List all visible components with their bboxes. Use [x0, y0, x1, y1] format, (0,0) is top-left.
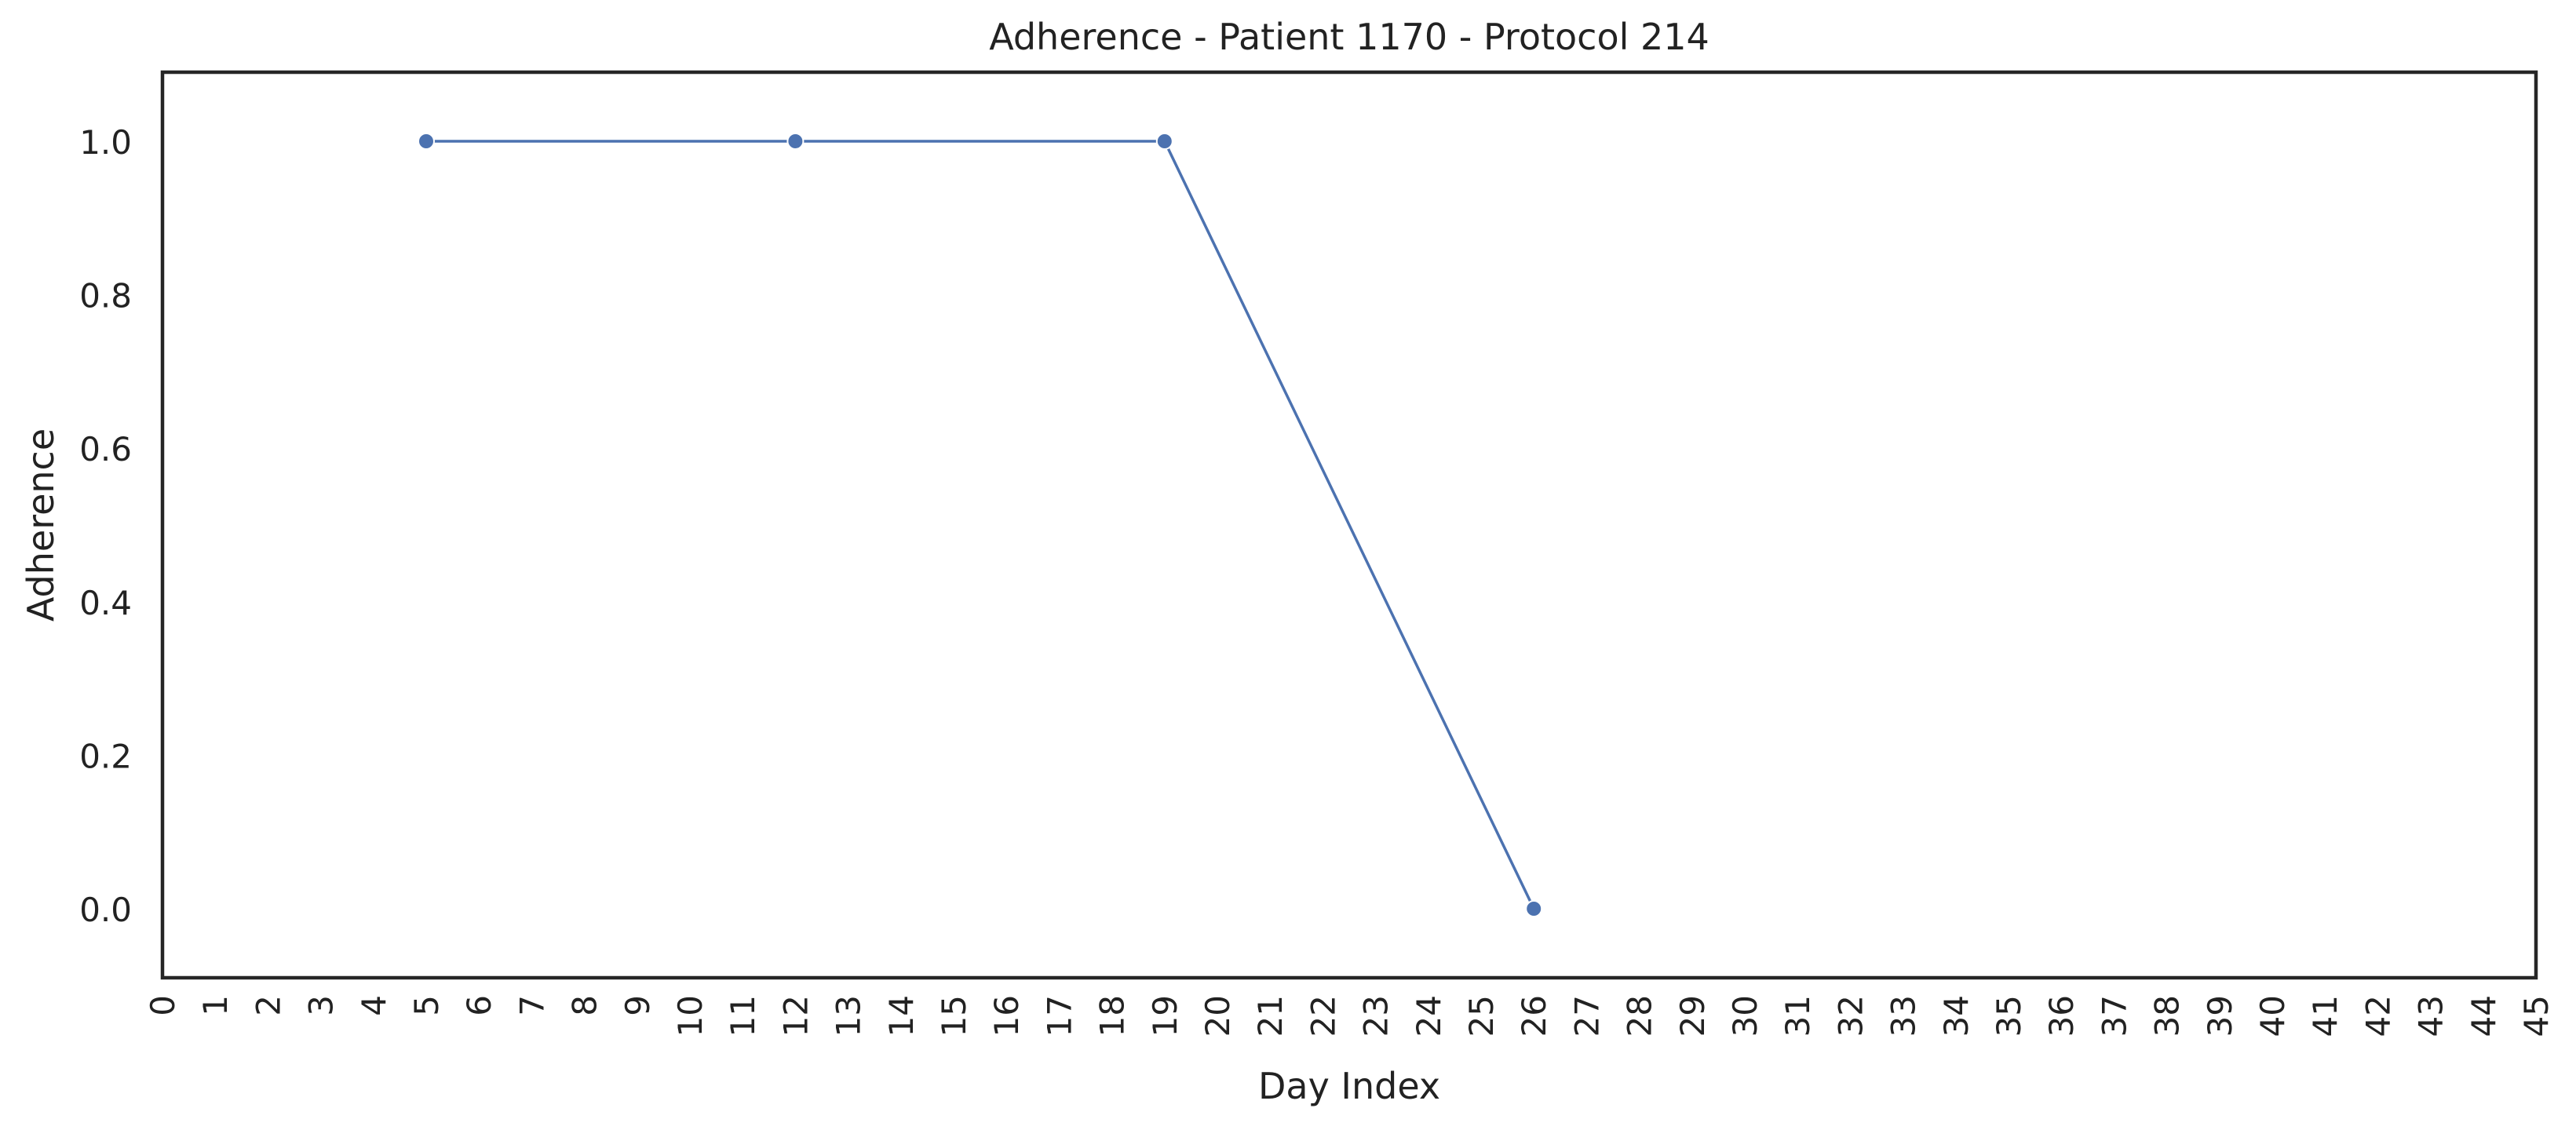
x-tick-label: 38 — [2148, 995, 2187, 1037]
x-tick-label: 41 — [2306, 995, 2344, 1037]
x-tick-label: 3 — [302, 995, 341, 1016]
x-tick-label: 28 — [1621, 995, 1659, 1037]
x-tick-label: 16 — [987, 995, 1026, 1037]
x-tick-label: 37 — [2095, 995, 2133, 1037]
chart-title: Adherence - Patient 1170 - Protocol 214 — [989, 16, 1709, 58]
x-tick-label: 11 — [724, 995, 762, 1037]
data-point — [1155, 133, 1173, 151]
series-layer — [418, 133, 1543, 917]
x-tick-label: 24 — [1410, 995, 1448, 1037]
x-tick-label: 13 — [830, 995, 868, 1037]
x-tick-label: 29 — [1673, 995, 1712, 1037]
x-tick-label: 35 — [1990, 995, 2028, 1037]
x-tick-label: 12 — [776, 995, 815, 1037]
y-tick-label: 1.0 — [79, 123, 132, 162]
x-tick-label: 33 — [1885, 995, 1923, 1037]
y-tick-label: 0.8 — [79, 277, 132, 315]
x-tick-label: 18 — [1093, 995, 1132, 1037]
y-axis-label: Adherence — [20, 428, 62, 622]
x-tick-label: 31 — [1779, 995, 1817, 1037]
x-tick-label: 15 — [935, 995, 973, 1037]
x-tick-label: 34 — [1937, 995, 1976, 1037]
x-tick-label: 43 — [2412, 995, 2450, 1037]
x-axis-ticks: 0 1 2 3 4 5 6 7 8 9 10 11 12 13 14 15 16 17 18 19 20 21 22 23 24… — [144, 995, 2556, 1037]
y-tick-label: 0.2 — [79, 737, 132, 775]
data-point — [418, 133, 435, 151]
x-tick-label: 10 — [671, 995, 710, 1037]
x-tick-label: 8 — [566, 995, 604, 1016]
x-tick-label: 23 — [1357, 995, 1396, 1037]
x-tick-label: 2 — [249, 995, 287, 1016]
x-tick-label: 44 — [2465, 995, 2503, 1037]
data-point — [1525, 899, 1543, 917]
x-tick-label: 5 — [407, 995, 446, 1016]
x-tick-label: 22 — [1304, 995, 1342, 1037]
x-tick-label: 45 — [2517, 995, 2556, 1037]
x-tick-label: 14 — [882, 995, 921, 1037]
x-tick-label: 9 — [618, 995, 657, 1016]
x-tick-label: 30 — [1726, 995, 1764, 1037]
x-tick-label: 0 — [144, 995, 182, 1016]
x-tick-label: 40 — [2253, 995, 2292, 1037]
data-point — [786, 133, 805, 151]
x-tick-label: 17 — [1040, 995, 1078, 1037]
x-tick-label: 19 — [1146, 995, 1184, 1037]
x-tick-label: 1 — [196, 995, 235, 1016]
y-tick-label: 0.6 — [79, 430, 132, 468]
x-tick-label: 25 — [1462, 995, 1501, 1037]
x-tick-label: 7 — [513, 995, 551, 1016]
x-tick-label: 4 — [355, 995, 393, 1016]
x-tick-label: 21 — [1251, 995, 1290, 1037]
y-tick-label: 0.4 — [79, 584, 132, 622]
x-tick-label: 20 — [1199, 995, 1237, 1037]
x-axis-label: Day Index — [1258, 1065, 1440, 1107]
x-tick-label: 26 — [1515, 995, 1553, 1037]
y-axis-ticks: 0.0 0.2 0.4 0.6 0.8 1.0 — [79, 123, 132, 929]
x-tick-label: 32 — [1831, 995, 1870, 1037]
y-tick-label: 0.0 — [79, 891, 132, 929]
x-tick-label: 27 — [1567, 995, 1606, 1037]
x-tick-label: 42 — [2359, 995, 2397, 1037]
x-tick-label: 39 — [2201, 995, 2239, 1037]
x-tick-label: 6 — [460, 995, 498, 1016]
plot-frame — [160, 70, 2538, 980]
x-tick-label: 36 — [2042, 995, 2081, 1037]
series-line — [426, 140, 1535, 909]
